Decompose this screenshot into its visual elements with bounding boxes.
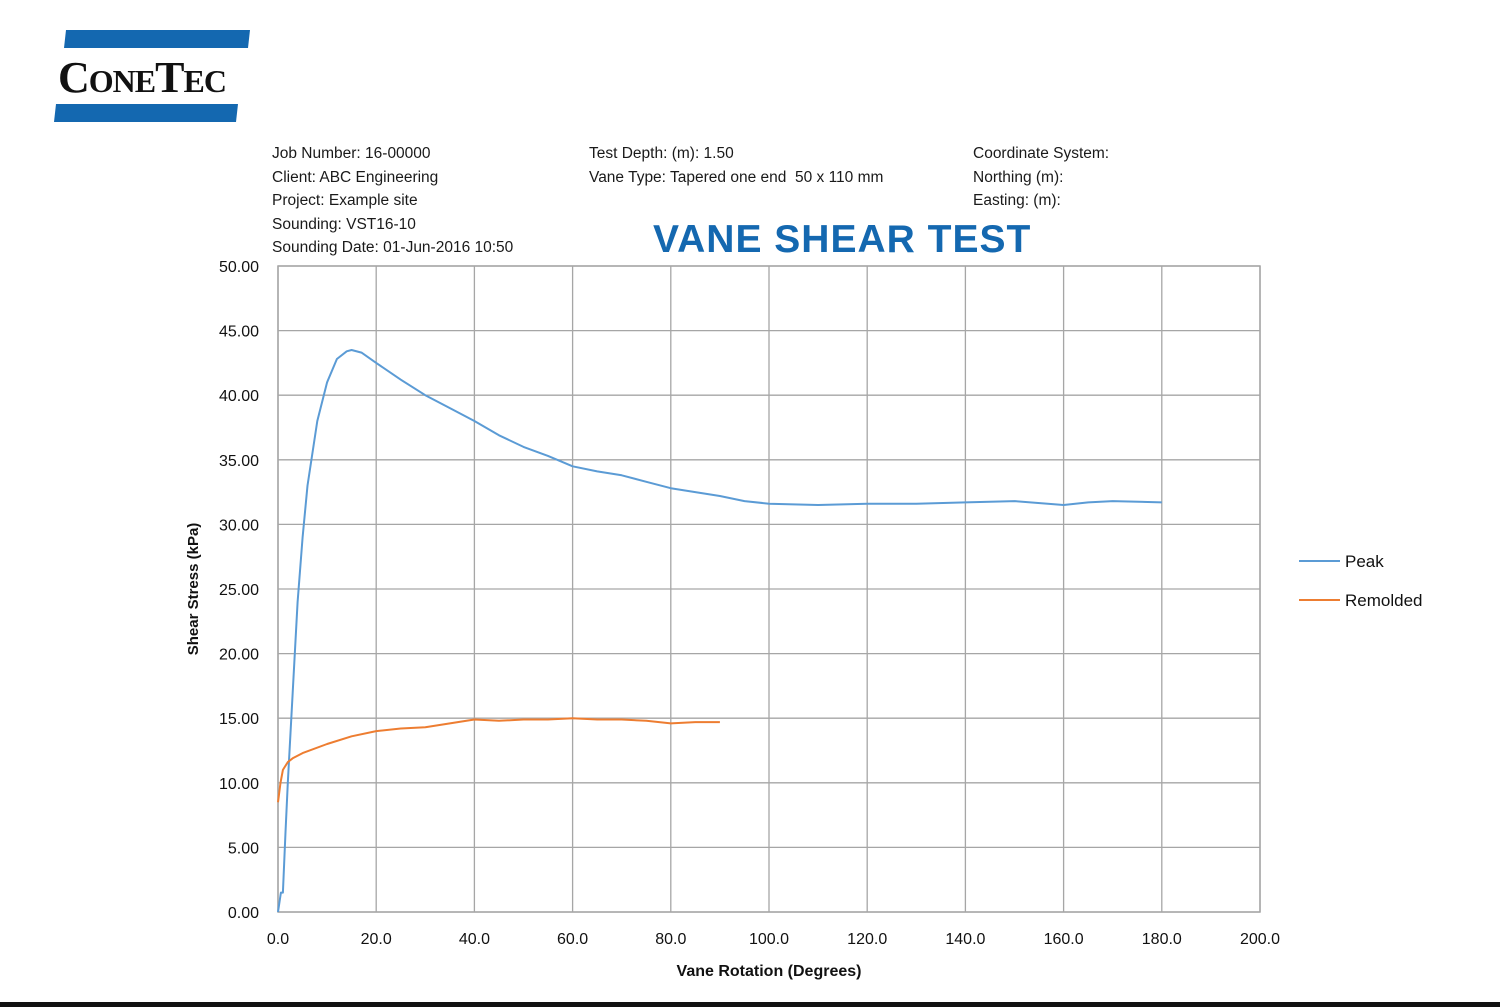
header-test-info: Test Depth: (m): 1.50 Vane Type: Tapered… <box>589 142 883 189</box>
y-tick-label: 50.00 <box>219 259 259 276</box>
chart-title: VANE SHEAR TEST <box>653 218 1032 261</box>
x-tick-label: 20.0 <box>361 931 392 948</box>
project: Project: Example site <box>272 192 418 209</box>
y-tick-label: 20.00 <box>219 647 259 664</box>
sounding-date: Sounding Date: 01-Jun-2016 10:50 <box>272 239 514 256</box>
easting: Easting: (m): <box>973 192 1061 209</box>
sounding: Sounding: VST16-10 <box>272 215 416 233</box>
y-tick-label: 10.00 <box>219 776 259 793</box>
northing: Northing (m): <box>973 168 1064 186</box>
y-tick-label: 5.00 <box>228 840 259 857</box>
header-job-info: Job Number: 16-00000 Client: ABC Enginee… <box>272 142 513 260</box>
job-number: Job Number: 16-00000 <box>272 145 431 162</box>
test-depth: Test Depth: (m): 1.50 <box>589 145 734 162</box>
y-tick-label: 0.00 <box>228 905 259 922</box>
x-tick-label: 40.0 <box>459 931 490 948</box>
series-line-remolded <box>277 717 720 803</box>
x-tick-label: 100.0 <box>749 931 789 948</box>
x-tick-label: 180.0 <box>1142 931 1182 948</box>
series-line-peak <box>277 349 1162 913</box>
y-tick-label: 45.00 <box>219 324 259 341</box>
x-tick-label: 60.0 <box>557 931 588 948</box>
y-tick-label: 30.00 <box>219 517 259 534</box>
conetec-logo: CONETEC <box>54 30 250 122</box>
y-tick-label: 15.00 <box>219 711 259 728</box>
x-axis-label: Vane Rotation (Degrees) <box>677 963 862 980</box>
y-tick-label: 35.00 <box>219 453 259 470</box>
y-tick-label: 40.00 <box>219 388 259 405</box>
legend-label-remolded: Remolded <box>1345 591 1423 610</box>
bottom-rule <box>0 1002 1500 1007</box>
client: Client: ABC Engineering <box>272 168 439 186</box>
coordinate-system: Coordinate System: <box>973 145 1110 162</box>
header-coordinates: Coordinate System: Northing (m): Easting… <box>973 142 1109 213</box>
vane-type: Vane Type: Tapered one end 50 x 110 mm <box>589 168 884 186</box>
x-tick-label: 200.0 <box>1240 931 1280 948</box>
y-tick-label: 25.00 <box>219 582 259 599</box>
x-tick-label: 140.0 <box>945 931 985 948</box>
x-tick-label: 0.0 <box>267 931 289 948</box>
x-tick-label: 120.0 <box>847 931 887 948</box>
x-tick-label: 80.0 <box>655 931 686 948</box>
legend-label-peak: Peak <box>1345 552 1384 571</box>
x-tick-label: 160.0 <box>1044 931 1084 948</box>
y-axis-label: Shear Stress (kPa) <box>185 523 202 656</box>
